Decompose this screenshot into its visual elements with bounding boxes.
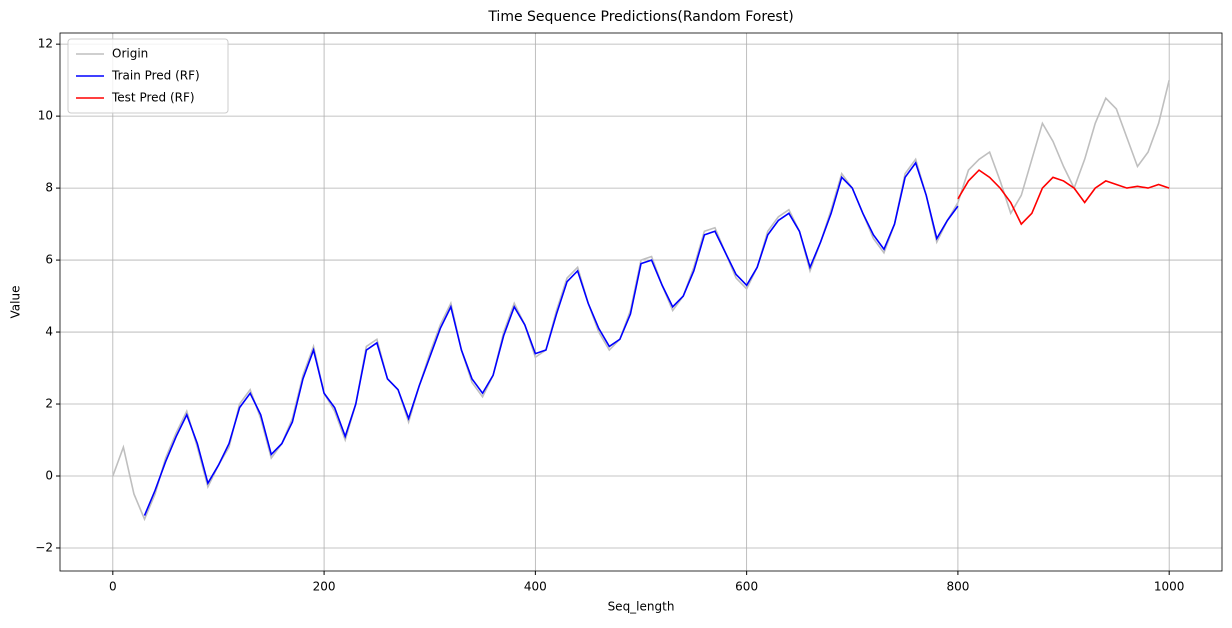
x-tick-label: 400 xyxy=(524,580,547,594)
y-tick-label: 4 xyxy=(45,325,53,339)
series-line xyxy=(143,161,959,516)
x-tick-label: 1000 xyxy=(1154,580,1185,594)
y-tick-label: 12 xyxy=(38,37,53,51)
y-tick-label: 0 xyxy=(45,468,53,482)
y-tick-label: 10 xyxy=(38,109,53,123)
legend-label: Test Pred (RF) xyxy=(111,91,195,105)
y-tick-label: 2 xyxy=(45,397,53,411)
y-tick-label: 6 xyxy=(45,253,53,267)
x-tick-label: 800 xyxy=(946,580,969,594)
y-axis-label: Value xyxy=(9,286,23,319)
legend-label: Train Pred (RF) xyxy=(111,69,200,83)
y-tick-label: 8 xyxy=(45,181,53,195)
x-tick-label: 0 xyxy=(109,580,117,594)
legend-box xyxy=(67,38,229,114)
series-line xyxy=(112,79,1170,522)
x-axis-label: Seq_length xyxy=(608,600,675,614)
x-tick-label: 200 xyxy=(313,580,336,594)
x-tick-label: 600 xyxy=(735,580,758,594)
series-line xyxy=(957,169,1170,226)
plot-frame xyxy=(59,32,1223,572)
chart-title: Time Sequence Predictions(Random Forest) xyxy=(487,9,793,25)
y-tick-label: −2 xyxy=(35,540,53,554)
legend-label: Origin xyxy=(112,47,148,61)
